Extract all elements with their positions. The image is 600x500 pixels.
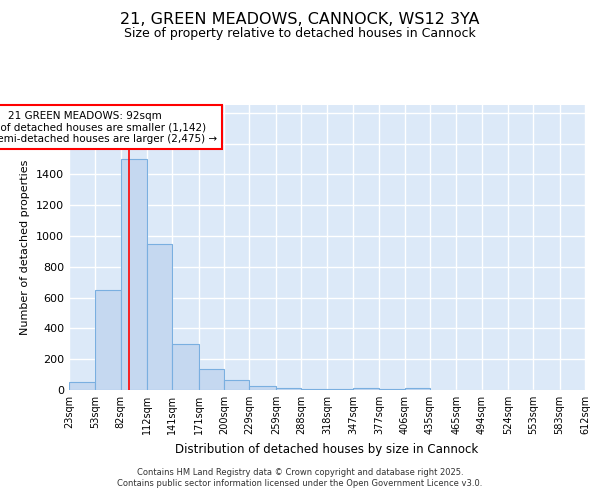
Bar	[250, 386, 276, 390]
Text: Contains HM Land Registry data © Crown copyright and database right 2025.
Contai: Contains HM Land Registry data © Crown c…	[118, 468, 482, 487]
Bar	[121, 159, 147, 390]
Text: 21, GREEN MEADOWS, CANNOCK, WS12 3YA: 21, GREEN MEADOWS, CANNOCK, WS12 3YA	[120, 12, 480, 28]
Bar	[172, 344, 199, 390]
Bar	[404, 388, 430, 390]
X-axis label: Distribution of detached houses by size in Cannock: Distribution of detached houses by size …	[175, 442, 479, 456]
Y-axis label: Number of detached properties: Number of detached properties	[20, 160, 31, 335]
Text: Size of property relative to detached houses in Cannock: Size of property relative to detached ho…	[124, 28, 476, 40]
Bar	[95, 290, 121, 390]
Bar	[69, 382, 95, 390]
Bar	[147, 244, 172, 390]
Bar	[301, 389, 328, 390]
Bar	[276, 388, 301, 390]
Bar	[379, 389, 404, 390]
Bar	[353, 388, 379, 390]
Bar	[224, 380, 250, 390]
Text: 21 GREEN MEADOWS: 92sqm
← 31% of detached houses are smaller (1,142)
68% of semi: 21 GREEN MEADOWS: 92sqm ← 31% of detache…	[0, 110, 217, 144]
Bar	[199, 369, 224, 390]
Bar	[328, 389, 353, 390]
